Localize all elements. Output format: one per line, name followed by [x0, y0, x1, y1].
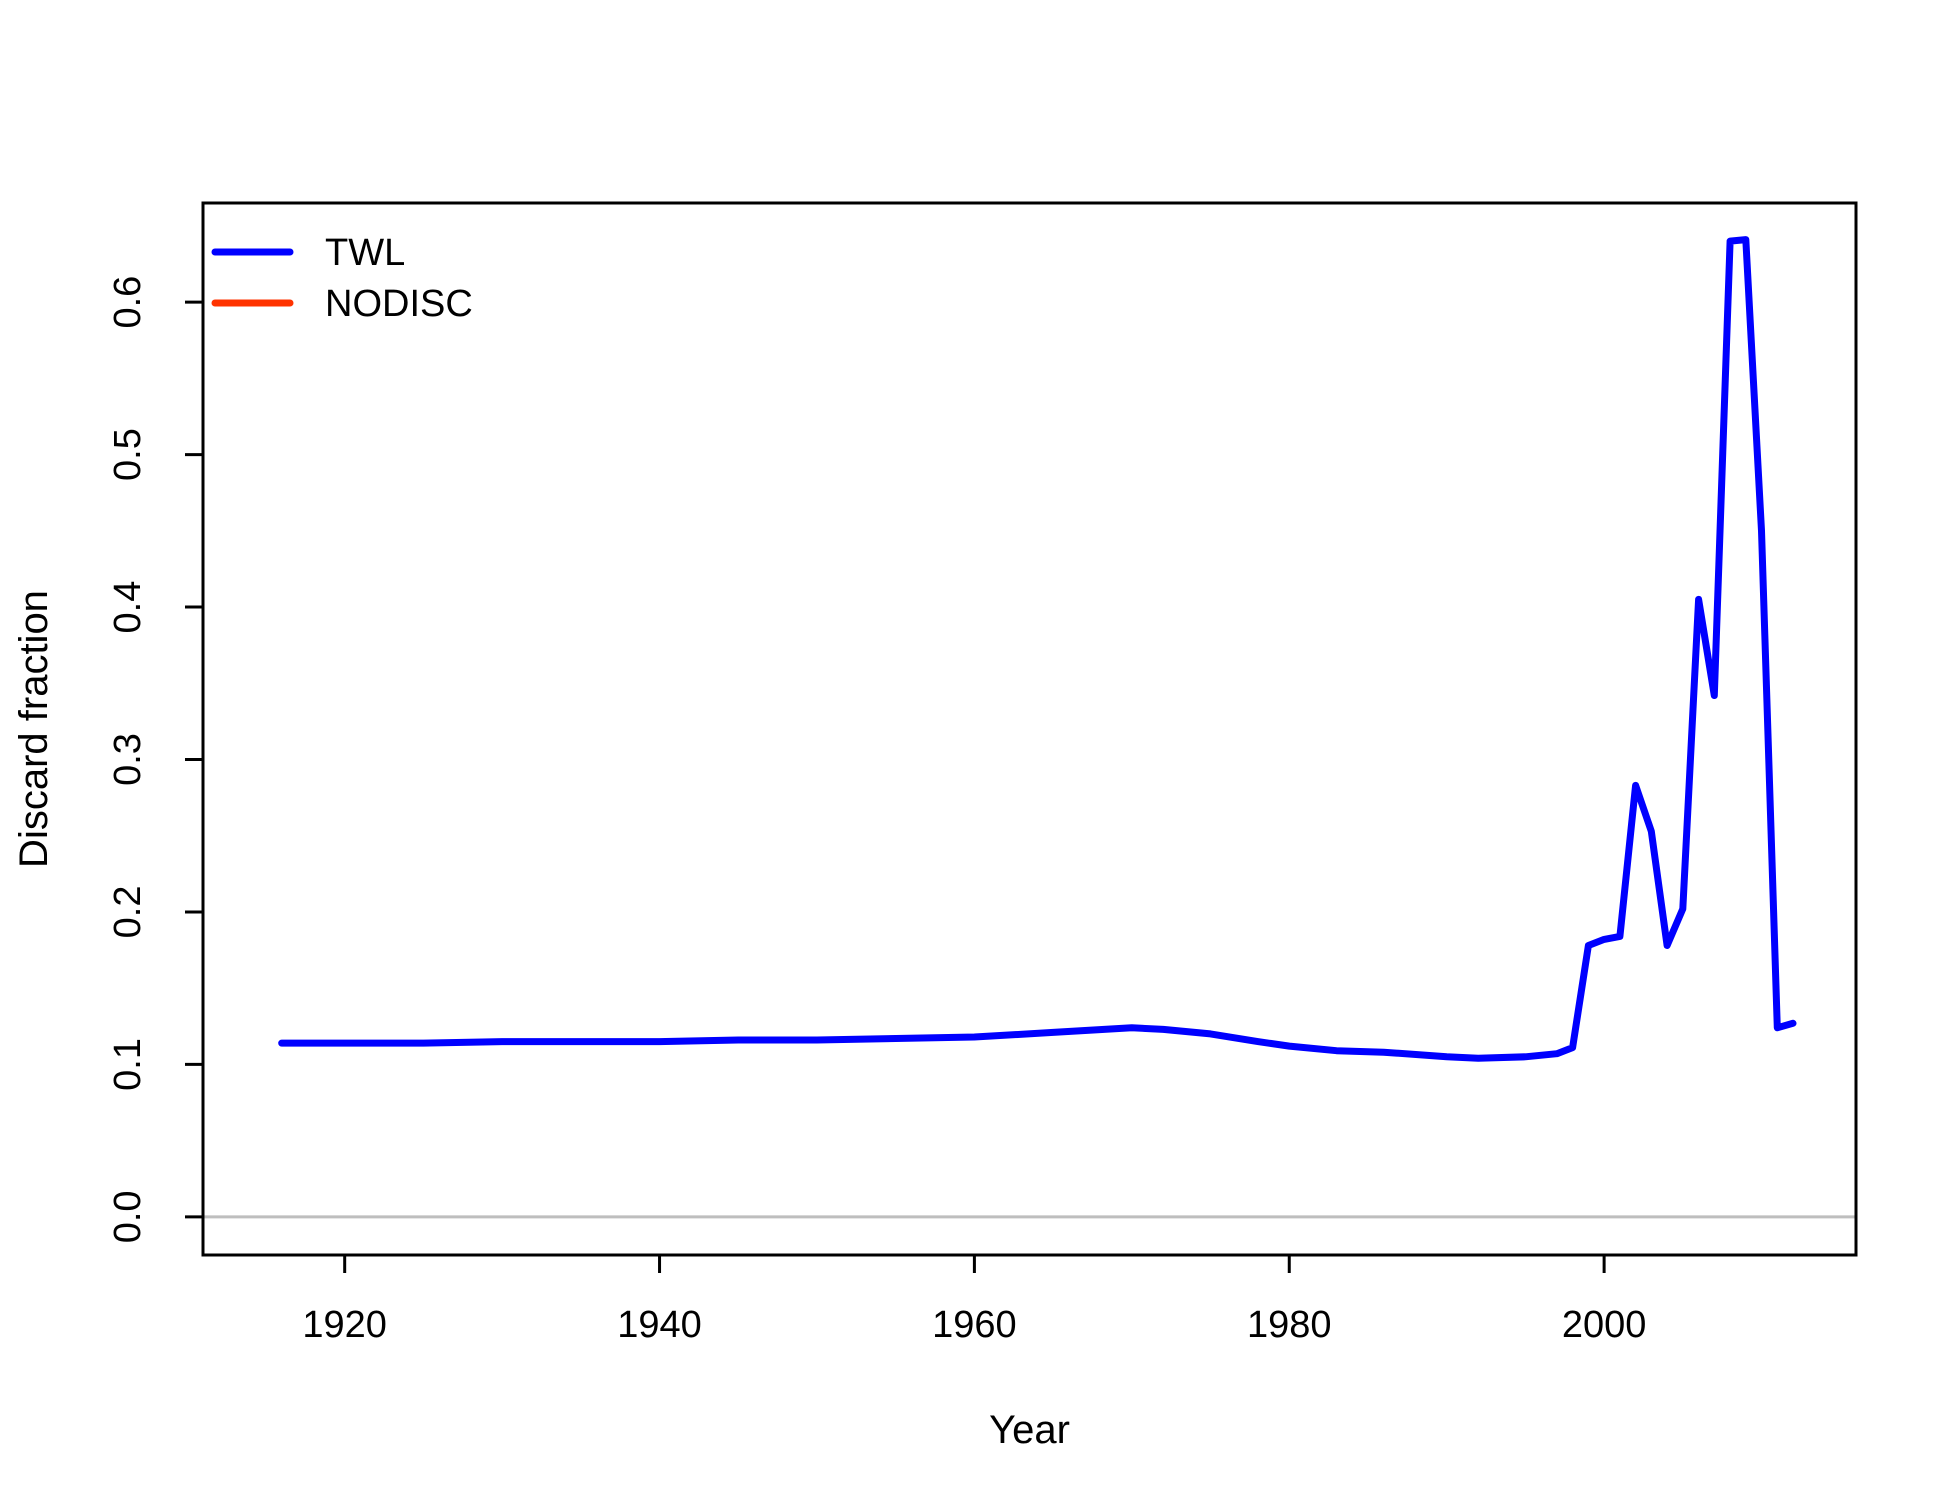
y-tick-label: 0.4: [107, 581, 149, 634]
y-axis: 0.0 0.1 0.2 0.3 0.4 0.5 0.6: [107, 276, 205, 1243]
legend-label-twl: TWL: [325, 232, 405, 274]
x-tick-label: 1940: [617, 1304, 702, 1346]
plot-frame: [201, 201, 1858, 1257]
series-layer: [278, 236, 1797, 1062]
legend: TWL NODISC: [211, 232, 473, 325]
y-tick-label: 0.6: [107, 276, 149, 329]
y-tick-label: 0.1: [107, 1038, 149, 1091]
y-tick-label: 0.5: [107, 428, 149, 481]
y-axis-title: Discard fraction: [12, 590, 56, 868]
x-tick-label: 2000: [1562, 1304, 1647, 1346]
series-line-twl: [278, 236, 1797, 1062]
y-tick-label: 0.0: [107, 1190, 149, 1243]
x-tick-label: 1920: [302, 1304, 387, 1346]
x-tick-label: 1960: [932, 1304, 1017, 1346]
x-tick-label: 1980: [1247, 1304, 1332, 1346]
x-axis-title: Year: [989, 1408, 1070, 1452]
x-axis: 1920 1940 1960 1980 2000: [302, 1253, 1647, 1346]
y-tick-label: 0.3: [107, 733, 149, 786]
legend-label-nodisc: NODISC: [325, 283, 473, 325]
y-tick-label: 0.2: [107, 886, 149, 939]
